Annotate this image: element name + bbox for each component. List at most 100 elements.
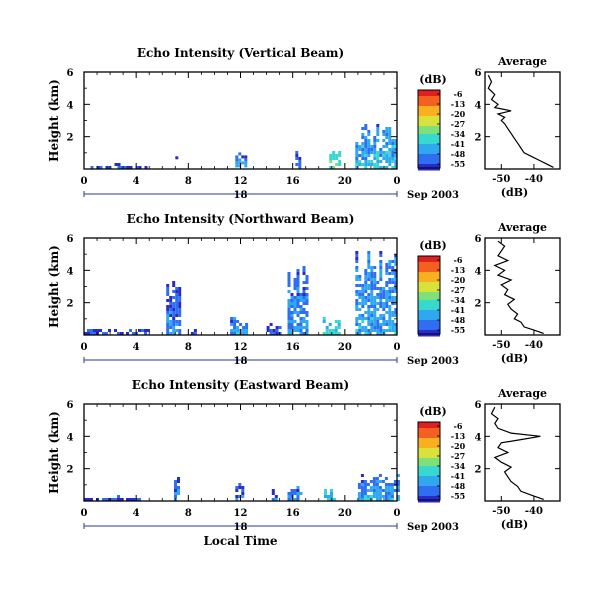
echo-cell [382,320,386,323]
echo-cell [296,486,300,489]
echo-cell [287,305,291,308]
echo-cell [174,483,177,486]
echo-cell [290,495,294,498]
echo-cell [290,320,294,323]
echo-cell [375,489,379,492]
colorbar-cell [418,454,440,457]
y-tick-label: 6 [67,400,74,411]
echo-cell [367,311,371,314]
day-label: 18 [234,356,248,367]
echo-cell [132,498,135,501]
echo-cell [357,492,361,495]
average-x-axis-label: (dB) [501,186,528,199]
echo-cell [379,275,383,278]
colorbar-cell [418,450,440,453]
echo-cell [364,296,368,299]
x-tick-label: 16 [286,508,300,519]
echo-cell [299,329,303,332]
echo-cell [388,163,392,166]
echo-cell [391,314,395,317]
echo-cell [388,281,392,284]
echo-cell [375,486,379,489]
x-tick-label: 8 [185,176,192,187]
echo-cell [385,263,389,266]
echo-cell [357,495,361,498]
echo-cell [394,326,398,329]
echo-cell [302,299,306,302]
echo-cell [367,284,371,287]
echo-cell [364,278,368,281]
echo-cell [334,329,338,332]
echo-cell [391,296,395,299]
colorbar-cell [418,128,440,131]
echo-cell [358,284,362,287]
echo-cell [385,127,389,130]
echo-cell [233,320,237,323]
colorbar-cell [418,464,440,467]
echo-cell [361,157,365,160]
echo-cell [355,284,359,287]
echo-cell [373,308,377,311]
echo-cell [373,320,377,323]
echo-cell [376,326,380,329]
colorbar-cell [418,456,440,459]
echo-cell [388,278,392,281]
echo-cell [105,332,108,335]
echo-cell [305,293,309,296]
echo-cell [387,483,391,486]
echo-cell [373,299,377,302]
echo-cell [166,314,170,317]
colorbar-cell [418,112,440,115]
echo-cell [96,329,99,332]
echo-cell [388,320,392,323]
echo-cell [355,323,359,326]
colorbar-cell [418,272,440,275]
echo-cell [233,317,237,320]
echo-cell [370,148,374,151]
echo-cell [379,305,383,308]
colorbar-cell [418,434,440,437]
echo-cell [190,332,194,335]
echo-cell [355,317,359,320]
echo-cell [367,308,371,311]
echo-cell [375,480,379,483]
colorbar-cell [418,274,440,277]
echo-cell [238,161,242,165]
echo-cell [367,257,371,260]
echo-cell [391,166,395,169]
colorbar-cell [418,148,440,151]
echo-cell [302,302,306,305]
echo-cell [369,495,373,498]
echo-cell [382,130,386,133]
echo-cell [355,329,359,332]
echo-cell [298,163,302,166]
echo-cell [361,326,365,329]
echo-cell [334,326,338,329]
echo-cell [266,326,270,329]
colorbar-frame [417,89,441,169]
echo-cell [363,492,367,495]
echo-cell [178,302,182,305]
colorbar-cell [418,136,440,139]
echo-cell [385,266,389,269]
colorbar-cell [418,432,440,435]
echo-cell [376,160,380,163]
echo-cell [367,254,371,257]
echo-cell [358,290,362,293]
average-frame [484,237,561,336]
echo-cell [305,296,309,299]
average-x-tick-label: -50 [492,340,510,351]
echo-cell [169,326,173,329]
echo-cell [334,332,338,335]
echo-cell [332,157,336,160]
echo-cell [394,302,398,305]
echo-cell [236,326,240,329]
echo-cell [331,332,335,335]
panel-title: Echo Intensity (Vertical Beam) [137,46,344,60]
echo-region [329,151,342,169]
echo-cell [269,329,273,332]
echo-cell [373,278,377,281]
echo-cell [370,269,374,272]
colorbar-unit: (dB) [419,73,446,86]
echo-cell [391,157,395,160]
